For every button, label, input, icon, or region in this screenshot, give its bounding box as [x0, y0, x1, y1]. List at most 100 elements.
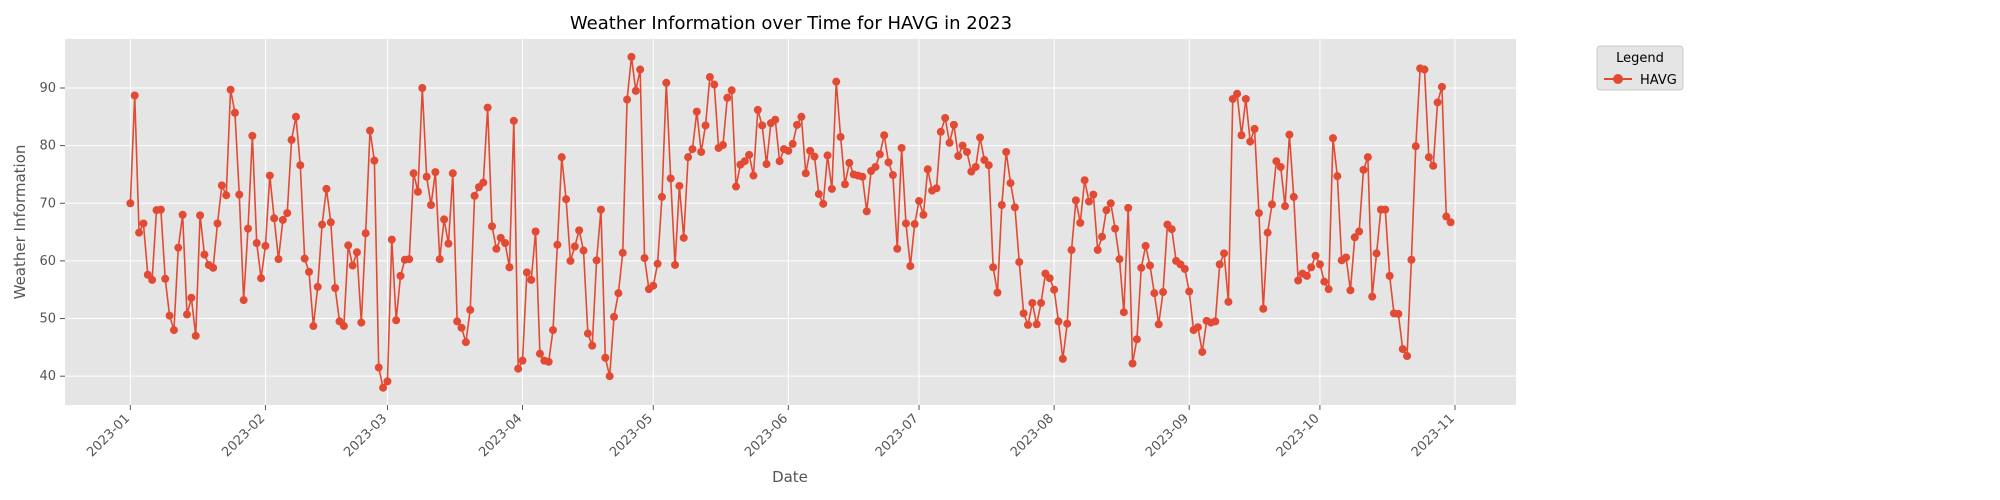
data-point: [657, 192, 666, 201]
data-point: [501, 239, 510, 248]
data-point: [862, 207, 871, 216]
data-point: [1002, 147, 1011, 156]
data-point: [448, 169, 457, 178]
data-point: [379, 383, 388, 392]
data-point: [444, 239, 453, 248]
data-point: [941, 113, 950, 122]
data-point: [732, 182, 741, 191]
data-point: [640, 254, 649, 263]
data-point: [1403, 352, 1412, 361]
data-point: [1019, 309, 1028, 318]
data-point: [361, 229, 370, 238]
data-point: [479, 178, 488, 187]
data-point: [392, 316, 401, 325]
data-point: [971, 162, 980, 171]
data-point: [806, 146, 815, 155]
data-point: [326, 218, 335, 227]
data-point: [313, 282, 322, 291]
data-point: [1032, 320, 1041, 329]
data-point: [740, 157, 749, 166]
data-point: [1237, 131, 1246, 140]
data-point: [187, 293, 196, 302]
data-point: [583, 329, 592, 338]
data-point: [244, 224, 253, 233]
data-point: [1281, 202, 1290, 211]
data-point: [557, 153, 566, 162]
data-point: [1328, 134, 1337, 143]
data-point: [1098, 232, 1107, 241]
x-tick-label: 2023-05: [607, 411, 656, 460]
data-point: [1193, 323, 1202, 332]
data-point: [1141, 241, 1150, 250]
data-point: [265, 171, 274, 180]
data-point: [1185, 287, 1194, 296]
data-point: [1398, 345, 1407, 354]
data-point: [230, 108, 239, 117]
data-point: [675, 181, 684, 190]
data-point: [954, 152, 963, 160]
data-point: [331, 284, 340, 292]
data-point: [291, 112, 300, 121]
data-point: [1267, 200, 1276, 209]
data-point: [893, 244, 902, 253]
data-point: [1076, 218, 1085, 227]
data-point: [470, 191, 479, 200]
data-point: [1037, 298, 1046, 307]
data-point: [156, 205, 165, 214]
data-point: [544, 357, 553, 366]
data-point: [1311, 251, 1320, 260]
data-point: [614, 289, 623, 298]
data-point: [409, 169, 418, 178]
x-tick-label: 2023-01: [84, 411, 133, 460]
data-point: [1084, 197, 1093, 206]
y-tick-label: 70: [39, 196, 56, 211]
data-point: [1167, 225, 1176, 234]
data-point: [910, 220, 919, 229]
data-point: [1359, 165, 1368, 174]
data-point: [318, 220, 327, 229]
data-point: [1028, 298, 1037, 307]
data-point: [1015, 258, 1024, 267]
data-point: [339, 322, 348, 331]
data-point: [305, 267, 314, 276]
data-point: [300, 254, 309, 263]
data-point: [457, 323, 466, 332]
data-point: [823, 151, 832, 160]
y-tick-label: 60: [39, 254, 56, 269]
data-point: [684, 153, 693, 162]
data-point: [888, 171, 897, 180]
data-point: [1263, 228, 1272, 237]
data-point: [671, 260, 680, 269]
data-point: [858, 172, 867, 181]
x-axis-label: Date: [772, 468, 808, 486]
data-point: [745, 150, 754, 159]
data-point: [226, 85, 235, 94]
data-point: [605, 372, 614, 381]
data-point: [636, 65, 645, 74]
data-point: [727, 86, 736, 95]
data-point: [1132, 335, 1141, 344]
y-tick-label: 50: [39, 312, 56, 327]
data-point: [1137, 263, 1146, 272]
data-point: [1272, 157, 1281, 166]
data-point: [257, 274, 266, 283]
data-point: [1220, 249, 1229, 258]
data-point: [945, 138, 954, 147]
data-point: [1381, 205, 1390, 214]
data-point: [1198, 347, 1207, 356]
data-point: [753, 105, 762, 114]
data-point: [374, 363, 383, 372]
data-point: [836, 132, 845, 141]
data-point: [1233, 89, 1242, 98]
data-point: [1355, 227, 1364, 236]
data-point: [1006, 179, 1015, 188]
data-point: [440, 215, 449, 224]
data-point: [631, 86, 640, 95]
legend-title: Legend: [1616, 51, 1664, 66]
data-point: [688, 145, 697, 154]
data-point: [723, 93, 732, 102]
legend: Legend HAVG: [1596, 45, 1684, 91]
data-point: [936, 127, 945, 136]
data-point: [165, 311, 174, 320]
data-point: [1106, 199, 1115, 208]
